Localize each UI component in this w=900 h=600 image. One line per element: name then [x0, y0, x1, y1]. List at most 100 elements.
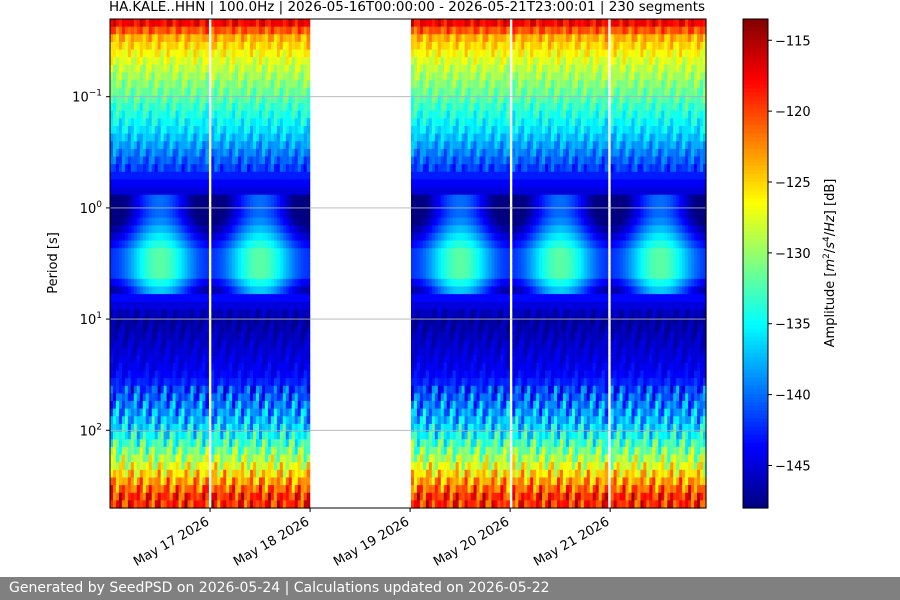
psd-cell: [190, 41, 195, 51]
psd-cell: [235, 210, 239, 219]
psd-cell: [422, 355, 427, 364]
psd-cell: [133, 110, 138, 119]
psd-cell: [279, 87, 284, 97]
psd-cell: [202, 194, 206, 203]
psd-cell: [273, 164, 278, 173]
psd-cell: [410, 164, 415, 173]
psd-cell: [270, 469, 275, 479]
psd-cell: [220, 202, 224, 211]
psd-cell: [443, 362, 448, 372]
psd-cell: [282, 332, 287, 341]
psd-cell: [410, 316, 415, 326]
psd-cell: [238, 164, 242, 173]
psd-cell: [422, 446, 427, 456]
psd-cell: [175, 255, 180, 265]
psd-cell: [154, 454, 159, 463]
psd-cell: [211, 87, 215, 97]
psd-cell: [178, 118, 183, 127]
psd-cell: [178, 72, 183, 81]
psd-cell: [288, 240, 293, 249]
psd-cell: [178, 133, 183, 142]
psd-cell: [184, 339, 189, 349]
psd-cell: [181, 469, 186, 479]
psd-cell: [235, 110, 239, 119]
psd-cell: [294, 332, 299, 341]
psd-cell: [115, 49, 120, 58]
psd-cell: [431, 240, 436, 249]
psd-cell: [139, 492, 144, 501]
psd-cell: [306, 164, 311, 173]
psd-cell: [220, 393, 224, 402]
psd-cell: [235, 164, 239, 173]
psd-cell: [181, 423, 186, 433]
psd-cell: [238, 423, 242, 433]
psd-cell: [410, 95, 415, 104]
psd-cell: [193, 148, 198, 158]
psd-cell: [264, 278, 269, 288]
psd-cell: [303, 370, 308, 379]
psd-cell: [205, 294, 209, 303]
psd-cell: [196, 316, 200, 326]
psd-cell: [241, 103, 245, 112]
psd-cell: [184, 110, 189, 119]
psd-cell: [235, 255, 239, 265]
psd-cell: [431, 187, 436, 196]
psd-cell: [244, 316, 248, 326]
psd-cell: [253, 103, 257, 112]
psd-cell: [306, 408, 311, 417]
psd-cell: [175, 19, 180, 28]
psd-cell: [199, 57, 203, 66]
psd-cell: [253, 416, 257, 425]
psd-cell: [247, 347, 251, 356]
psd-cell: [157, 187, 162, 196]
psd-cell: [217, 454, 221, 463]
psd-cell: [181, 401, 186, 410]
psd-cell: [190, 141, 195, 150]
psd-cell: [253, 263, 257, 272]
psd-cell: [273, 187, 278, 196]
psd-cell: [145, 492, 150, 501]
psd-cell: [261, 393, 266, 402]
psd-cell: [253, 309, 257, 318]
psd-cell: [244, 248, 248, 257]
psd-cell: [250, 103, 254, 112]
psd-cell: [148, 156, 153, 165]
psd-cell: [133, 171, 138, 181]
psd-cell: [181, 148, 186, 158]
psd-cell: [220, 103, 224, 112]
psd-cell: [160, 416, 165, 425]
psd-cell: [425, 95, 430, 104]
psd-cell: [145, 332, 150, 341]
psd-cell: [169, 141, 174, 150]
psd-cell: [226, 263, 230, 272]
psd-cell: [247, 370, 251, 379]
psd-cell: [238, 118, 242, 127]
psd-cell: [410, 49, 415, 58]
psd-cell: [253, 378, 257, 387]
psd-cell: [181, 141, 186, 150]
psd-cell: [124, 378, 129, 387]
psd-cell: [413, 118, 418, 127]
psd-cell: [410, 446, 415, 456]
psd-cell: [226, 408, 230, 417]
psd-cell: [202, 469, 206, 479]
psd-cell: [232, 72, 236, 81]
psd-cell: [270, 179, 275, 188]
psd-cell: [223, 393, 227, 402]
psd-cell: [244, 439, 248, 448]
psd-cell: [422, 362, 427, 372]
psd-cell: [110, 187, 114, 196]
psd-cell: [110, 171, 114, 181]
psd-cell: [190, 133, 195, 142]
psd-cell: [133, 500, 138, 509]
psd-cell: [226, 232, 230, 242]
psd-cell: [110, 164, 114, 173]
psd-cell: [187, 164, 192, 173]
psd-cell: [250, 141, 254, 150]
psd-cell: [145, 286, 150, 295]
psd-cell: [142, 492, 147, 501]
psd-cell: [247, 362, 251, 372]
psd-cell: [291, 232, 296, 242]
psd-cell: [261, 294, 266, 303]
psd-cell: [148, 332, 153, 341]
